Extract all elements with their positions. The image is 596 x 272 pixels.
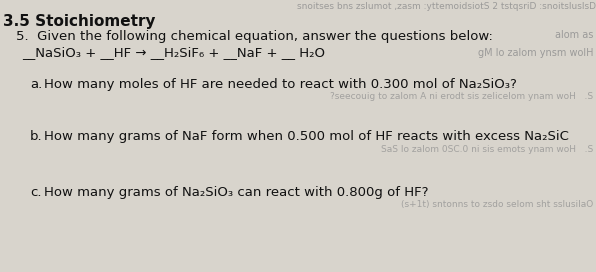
- Text: 3.5 Stoichiometry: 3.5 Stoichiometry: [3, 14, 156, 29]
- Text: 5.  Given the following chemical equation, answer the questions below:: 5. Given the following chemical equation…: [16, 30, 493, 43]
- Text: c.: c.: [30, 186, 42, 199]
- Text: ?seecouig to zalom A ni erodt sis zelicelom ynam woH   .S: ?seecouig to zalom A ni erodt sis zelice…: [330, 92, 593, 101]
- Text: gM lo zalom ynsm wolH: gM lo zalom ynsm wolH: [477, 48, 593, 58]
- Text: b.: b.: [30, 130, 43, 143]
- Text: a.: a.: [30, 78, 42, 91]
- Text: How many grams of NaF form when 0.500 mol of HF reacts with excess Na₂SiC: How many grams of NaF form when 0.500 mo…: [44, 130, 569, 143]
- Text: How many moles of HF are needed to react with 0.300 mol of Na₂SiO₃?: How many moles of HF are needed to react…: [44, 78, 517, 91]
- Text: How many grams of Na₂SiO₃ can react with 0.800g of HF?: How many grams of Na₂SiO₃ can react with…: [44, 186, 429, 199]
- Text: __NaSiO₃ + __HF → __H₂SiF₆ + __NaF + __ H₂O: __NaSiO₃ + __HF → __H₂SiF₆ + __NaF + __ …: [22, 46, 325, 59]
- Text: SaS lo zalom 0SC.0 ni sis emots ynam woH   .S: SaS lo zalom 0SC.0 ni sis emots ynam woH…: [381, 145, 593, 154]
- Text: alom as: alom as: [555, 30, 593, 40]
- Text: (s+1t) sntonns to zsdo selom sht sslusilaO: (s+1t) sntonns to zsdo selom sht sslusil…: [401, 200, 593, 209]
- Text: snoitses bns zslumot ,zasm :yttemoidsiotS 2 tstqsriD :snoitsluslsD: snoitses bns zslumot ,zasm :yttemoidsiot…: [297, 2, 596, 11]
